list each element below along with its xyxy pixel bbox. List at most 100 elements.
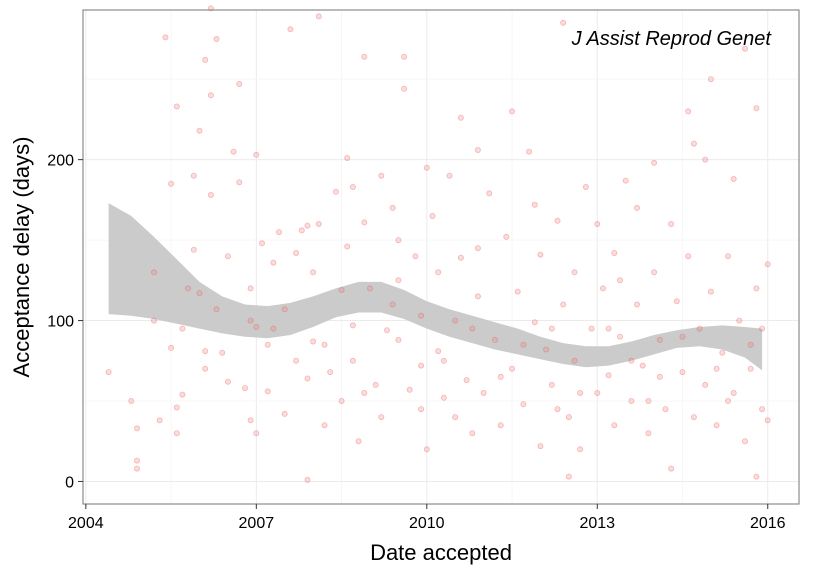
data-point <box>435 269 442 276</box>
data-point <box>560 301 567 308</box>
data-point <box>537 443 544 450</box>
data-point <box>236 81 243 88</box>
data-point <box>310 338 317 345</box>
data-point <box>383 327 390 334</box>
data-point <box>548 381 555 388</box>
data-point <box>179 391 186 398</box>
data-point <box>668 220 675 227</box>
data-point <box>253 151 260 158</box>
data-point <box>230 148 237 155</box>
data-point <box>315 13 322 20</box>
data-point <box>452 317 459 324</box>
x-tick-label: 2010 <box>409 515 445 532</box>
data-point <box>548 325 555 332</box>
data-point <box>531 201 538 208</box>
data-point <box>202 365 209 372</box>
data-point <box>742 45 749 52</box>
x-tick-label: 2013 <box>579 515 615 532</box>
data-point <box>463 377 470 384</box>
data-point <box>349 357 356 364</box>
data-point <box>247 285 254 292</box>
data-point <box>304 375 311 382</box>
y-axis-ticks: 0 100 200 <box>47 153 83 491</box>
data-point <box>173 103 180 110</box>
data-point <box>474 293 481 300</box>
data-point <box>668 465 675 472</box>
data-point <box>452 414 459 421</box>
data-point <box>474 146 481 153</box>
data-point <box>401 85 408 92</box>
data-point <box>656 336 663 343</box>
data-point <box>344 243 351 250</box>
data-point <box>287 26 294 33</box>
data-point <box>105 369 112 376</box>
data-point <box>304 222 311 229</box>
data-point <box>617 277 624 284</box>
data-point <box>742 438 749 445</box>
plot-border <box>82 9 800 505</box>
data-point <box>378 414 385 421</box>
data-point <box>281 306 288 313</box>
data-point <box>418 406 425 413</box>
data-point <box>219 349 226 356</box>
data-point <box>685 108 692 115</box>
data-point <box>759 406 766 413</box>
data-point <box>253 323 260 330</box>
data-point <box>196 127 203 134</box>
y-tick-label: 200 <box>47 153 74 170</box>
data-point <box>395 277 402 284</box>
data-point <box>173 430 180 437</box>
data-point <box>628 357 635 364</box>
data-point <box>685 253 692 260</box>
data-point <box>361 53 368 60</box>
x-tick-label: 2007 <box>239 515 275 532</box>
data-point <box>531 319 538 326</box>
data-point <box>389 301 396 308</box>
data-point <box>355 438 362 445</box>
data-point <box>429 212 436 219</box>
data-point <box>361 219 368 226</box>
data-point <box>651 269 658 276</box>
data-point <box>503 233 510 240</box>
y-tick-label: 100 <box>47 314 74 331</box>
data-point <box>133 465 140 472</box>
data-point <box>304 476 311 483</box>
data-point <box>508 108 515 115</box>
data-point <box>577 446 584 453</box>
data-point <box>628 397 635 404</box>
data-point <box>707 76 714 83</box>
data-point <box>185 285 192 292</box>
data-point <box>133 457 140 464</box>
data-point <box>321 341 328 348</box>
data-point <box>520 401 527 408</box>
data-point <box>526 148 533 155</box>
data-point <box>702 381 709 388</box>
data-point <box>423 446 430 453</box>
data-point <box>133 425 140 432</box>
data-point <box>190 246 197 253</box>
data-point <box>168 344 175 351</box>
data-point <box>202 56 209 63</box>
data-point <box>236 179 243 186</box>
data-point <box>690 140 697 147</box>
data-point <box>270 325 277 332</box>
data-point <box>645 430 652 437</box>
y-axis-title: Acceptance delay (days) <box>9 137 34 378</box>
data-point <box>639 362 646 369</box>
data-point <box>338 397 345 404</box>
data-point <box>457 114 464 121</box>
data-point <box>611 422 618 429</box>
data-point <box>247 417 254 424</box>
data-point <box>611 249 618 256</box>
data-point <box>332 188 339 195</box>
data-point <box>719 349 726 356</box>
data-point <box>662 406 669 413</box>
y-tick-label: 0 <box>65 474 74 491</box>
data-point <box>497 422 504 429</box>
data-point <box>366 285 373 292</box>
data-point <box>600 285 607 292</box>
data-point <box>725 253 732 260</box>
data-point <box>395 237 402 244</box>
data-point <box>389 204 396 211</box>
data-point <box>440 357 447 364</box>
